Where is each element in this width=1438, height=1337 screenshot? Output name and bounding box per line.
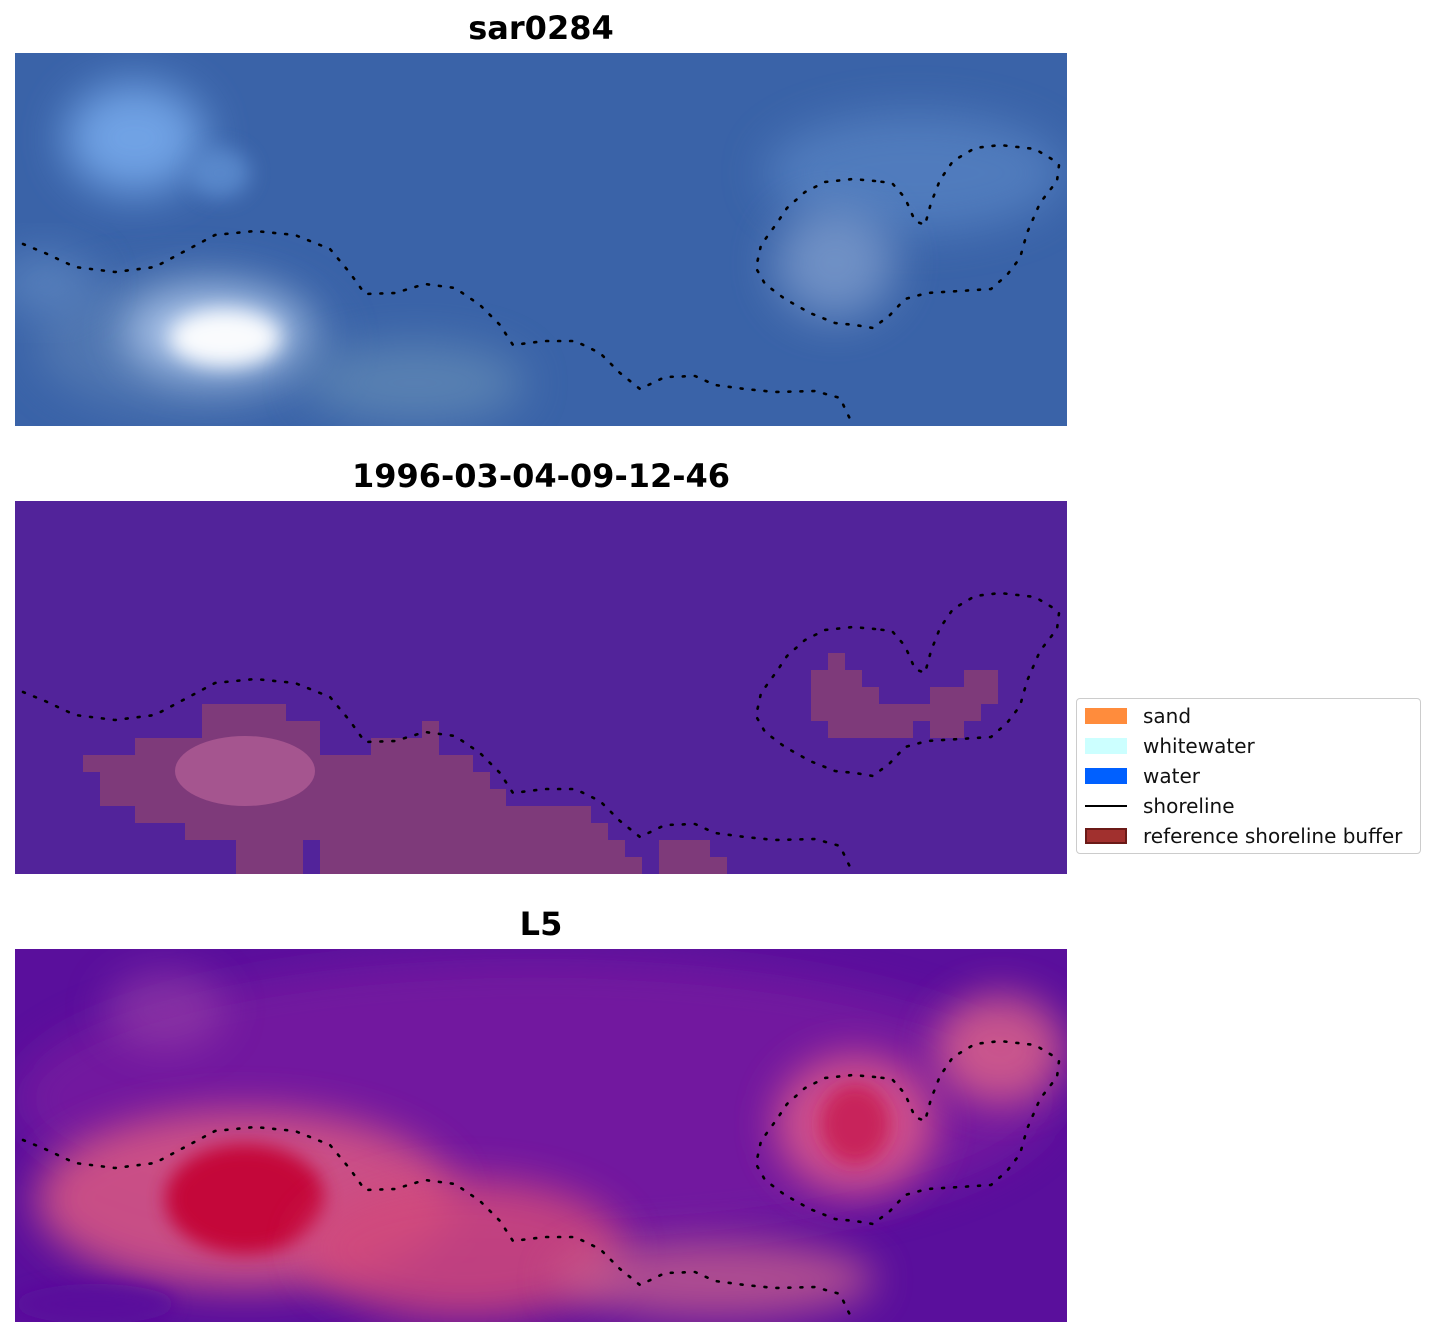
rgb-cloud-top-small bbox=[190, 148, 250, 198]
shoreline-loop bbox=[754, 1039, 1061, 1226]
whitewater-swatch-icon bbox=[1085, 738, 1127, 754]
shoreline-line-icon bbox=[1085, 805, 1127, 807]
index-land-bottom bbox=[555, 1239, 875, 1319]
legend-item-shoreline: shoreline bbox=[1085, 791, 1235, 821]
buffer-region-bottom bbox=[659, 840, 727, 874]
shoreline-overlay-3 bbox=[21, 1039, 1061, 1317]
shoreline-overlay-1 bbox=[21, 143, 1061, 421]
sand-swatch-icon bbox=[1085, 708, 1127, 724]
image-panel-rgb bbox=[15, 53, 1067, 426]
buffer-highlight bbox=[175, 736, 315, 806]
shoreline-loop bbox=[754, 591, 1061, 778]
index-land-left-core bbox=[165, 1144, 325, 1254]
legend-label: water bbox=[1143, 764, 1200, 788]
index-patch-top-left bbox=[105, 969, 225, 1049]
index-land-far-right bbox=[935, 994, 1065, 1104]
panel-title-2: 1996-03-04-09-12-46 bbox=[351, 457, 731, 495]
legend-item-water: water bbox=[1085, 761, 1200, 791]
panel-title-3: L5 bbox=[519, 905, 563, 943]
image-panel-classified bbox=[15, 501, 1067, 874]
rgb-image bbox=[15, 53, 1067, 426]
index-image bbox=[15, 949, 1067, 1322]
legend-label: whitewater bbox=[1143, 734, 1255, 758]
rgb-haze-right bbox=[765, 113, 1065, 233]
shoreline-overlay-2 bbox=[21, 591, 1061, 869]
legend: sand whitewater water shoreline referenc… bbox=[1076, 698, 1421, 854]
legend-item-sand: sand bbox=[1085, 701, 1191, 731]
buffer-region-right bbox=[811, 653, 998, 738]
legend-label: reference shoreline buffer bbox=[1143, 824, 1403, 848]
index-land-right-core bbox=[820, 1084, 890, 1164]
rgb-left-edge bbox=[15, 253, 95, 313]
rgb-shallow-water bbox=[305, 343, 525, 423]
legend-label: shoreline bbox=[1143, 794, 1235, 818]
shoreline-loop bbox=[754, 143, 1061, 330]
index-dark-bottom-left bbox=[15, 1284, 175, 1322]
water-swatch-icon bbox=[1085, 768, 1127, 784]
classified-image bbox=[15, 501, 1067, 874]
legend-item-reference-buffer: reference shoreline buffer bbox=[1085, 821, 1402, 851]
legend-item-whitewater: whitewater bbox=[1085, 731, 1255, 761]
rgb-cloud-top-left bbox=[65, 83, 205, 193]
reference-buffer-swatch-icon bbox=[1085, 828, 1127, 844]
image-panel-index bbox=[15, 949, 1067, 1322]
rgb-white-cloud-core bbox=[170, 310, 280, 366]
rgb-bright-right bbox=[775, 208, 895, 318]
legend-label: sand bbox=[1143, 704, 1192, 728]
panel-title-1: sar0284 bbox=[468, 9, 614, 47]
index-land-center bbox=[305, 1179, 625, 1319]
